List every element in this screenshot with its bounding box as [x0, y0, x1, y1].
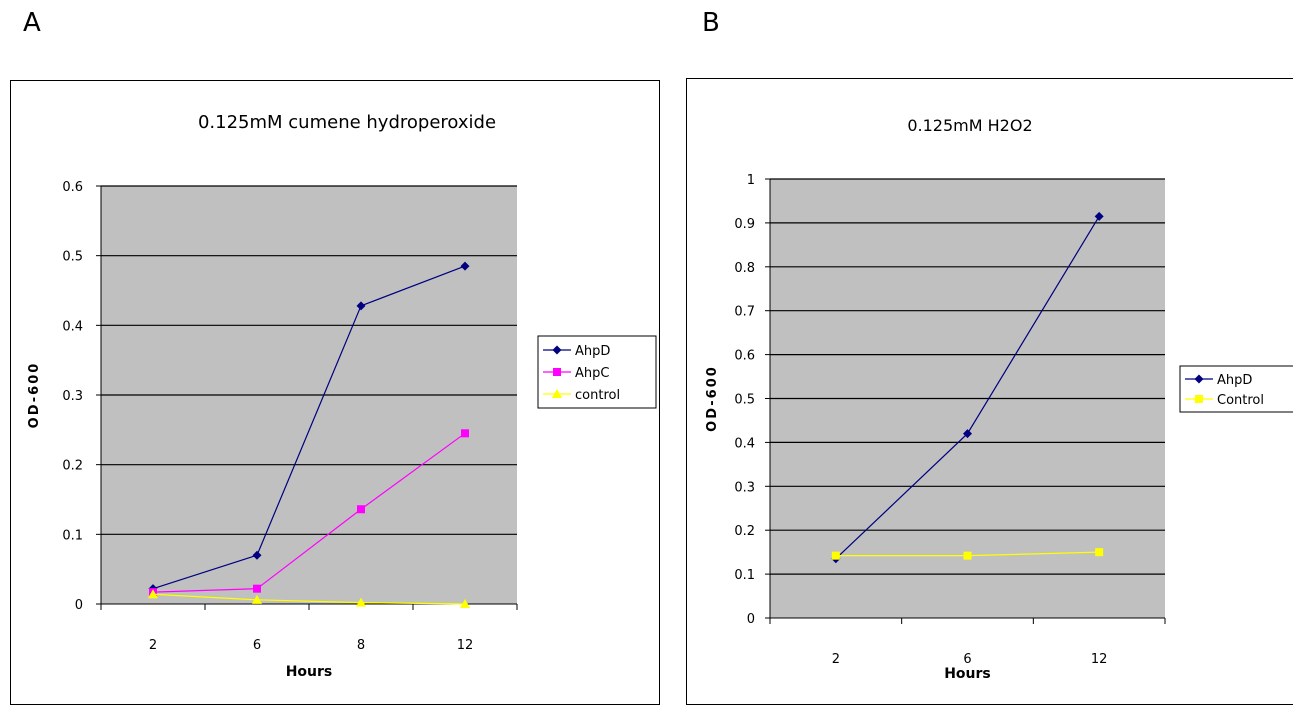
y-tick-label: 0.1	[62, 528, 83, 543]
y-tick-label: 0.5	[62, 250, 83, 265]
panel-label-b: B	[702, 8, 720, 38]
data-point-ahpd	[1094, 211, 1104, 221]
data-point-ahpc	[461, 429, 469, 438]
x-tick-label: 12	[1091, 652, 1108, 667]
data-point-control	[963, 551, 972, 560]
legend-marker	[553, 368, 561, 376]
data-point-ahpc	[357, 505, 365, 514]
data-point-ahpc	[253, 584, 261, 593]
y-tick-label: 0.5	[734, 393, 755, 408]
series-line-control	[152, 593, 466, 605]
y-tick-label: 0.4	[62, 319, 83, 334]
y-tick-label: 0	[747, 612, 755, 627]
x-tick-label: 2	[149, 638, 157, 653]
y-tick-label: 0.8	[734, 261, 755, 276]
legend-entry-ahpd: AhpD	[575, 344, 610, 359]
y-tick-label: 0.1	[734, 568, 755, 583]
chart-title: 0.125mM cumene hydroperoxide	[198, 112, 496, 133]
legend-entry-control: Control	[1217, 393, 1264, 408]
chart-svg-b: 0.125mM H2O2 0 0.1 0.2 0.3 0.4 0.5 0.6 0.7 0.8 0.9…	[705, 116, 1293, 682]
y-tick-label: 0.4	[734, 436, 755, 451]
legend-marker	[1194, 374, 1204, 384]
chart-frame-b: 0.125mM H2O2 0 0.1 0.2 0.3 0.4 0.5 0.6 0.7 0.8 0.9…	[686, 78, 1293, 705]
y-tick-label: 0.7	[734, 305, 755, 320]
y-tick-label: 0	[75, 598, 83, 613]
y-tick-label: 0.3	[734, 480, 755, 495]
panel-label-a: A	[23, 8, 41, 38]
y-tick-label: 0.3	[62, 389, 83, 404]
legend-entry-control: control	[575, 388, 620, 403]
legend-box	[1179, 365, 1293, 413]
chart-svg-a: 0.125mM cumene hydroperoxide 0 0.1 0.2 0.3 0.…	[27, 112, 657, 680]
data-point-control	[356, 597, 366, 607]
y-axis-label: OD-600	[705, 365, 720, 432]
data-point-control	[1095, 548, 1104, 557]
data-point-control	[252, 594, 262, 604]
x-tick-label: 6	[963, 652, 971, 667]
y-axis-label: OD-600	[27, 362, 42, 429]
data-point-ahpd	[252, 550, 262, 560]
x-axis-label: Hours	[944, 666, 991, 682]
y-tick-label: 1	[747, 173, 755, 188]
data-point-control	[460, 599, 470, 608]
data-point-ahpd	[460, 261, 470, 271]
data-point-control	[831, 551, 840, 560]
x-tick-label: 2	[832, 652, 840, 667]
data-point-control	[148, 589, 158, 599]
x-tick-label: 8	[357, 638, 365, 653]
data-point-ahpd	[356, 301, 366, 311]
x-tick-label: 6	[253, 638, 261, 653]
legend-marker	[552, 345, 562, 355]
y-tick-label: 0.2	[62, 459, 83, 474]
data-point-ahpd	[963, 429, 972, 439]
legend-entry-ahpd: AhpD	[1217, 373, 1252, 388]
series-line-ahpd	[152, 265, 466, 590]
series-line-ahpc	[152, 432, 466, 593]
chart-frame-a: 0.125mM cumene hydroperoxide 0 0.1 0.2 0.3 0.…	[10, 80, 660, 705]
legend-entry-ahpc: AhpC	[575, 366, 609, 381]
y-tick-label: 0.9	[734, 217, 755, 232]
y-tick-label: 0.6	[734, 349, 755, 364]
legend-marker	[552, 389, 562, 398]
legend-marker	[1195, 395, 1203, 403]
x-axis-label: Hours	[286, 664, 333, 680]
chart-title: 0.125mM H2O2	[907, 116, 1032, 135]
y-tick-label: 0.2	[734, 524, 755, 539]
y-tick-label: 0.6	[62, 180, 83, 195]
x-tick-label: 12	[457, 638, 474, 653]
